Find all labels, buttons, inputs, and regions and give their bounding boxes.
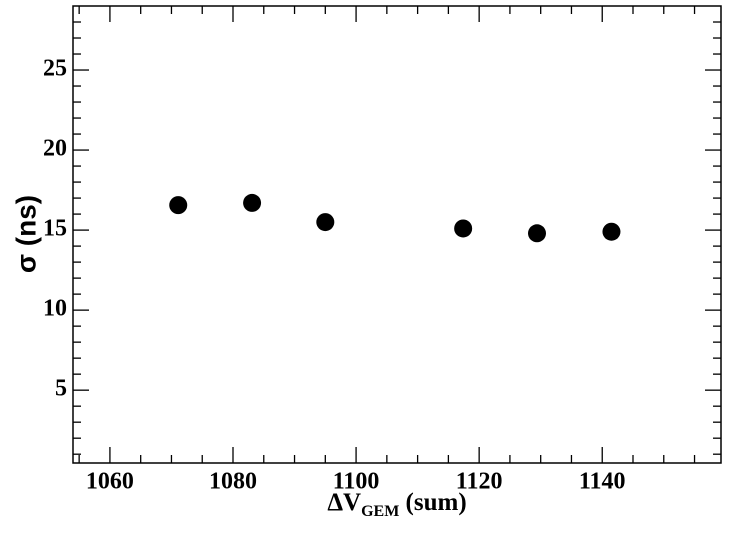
y-tick-label: 5: [55, 376, 67, 402]
y-tick-label: 15: [43, 216, 67, 242]
point: [602, 222, 621, 241]
point: [454, 219, 473, 238]
y-axis-label: σ (ns): [10, 195, 41, 273]
x-tick-label: 1100: [333, 469, 380, 495]
x-tick-label: 1120: [456, 469, 503, 495]
y-tick-label: 10: [43, 296, 67, 322]
point: [243, 193, 262, 212]
x-label-main: ΔV: [327, 489, 361, 516]
y-tick-label: 25: [43, 56, 67, 82]
point: [169, 196, 188, 215]
y-tick-label: 20: [43, 136, 67, 162]
x-label-sub: GEM: [361, 503, 399, 520]
x-tick-label: 1060: [86, 469, 134, 495]
x-label-rest: (sum): [399, 489, 466, 516]
plot-frame: [72, 5, 722, 464]
point: [528, 224, 546, 243]
x-tick-label: 1140: [579, 469, 626, 495]
x-tick-label: 1080: [209, 469, 257, 495]
point: [316, 213, 335, 232]
x-axis-label: ΔVGEM (sum): [327, 489, 466, 520]
